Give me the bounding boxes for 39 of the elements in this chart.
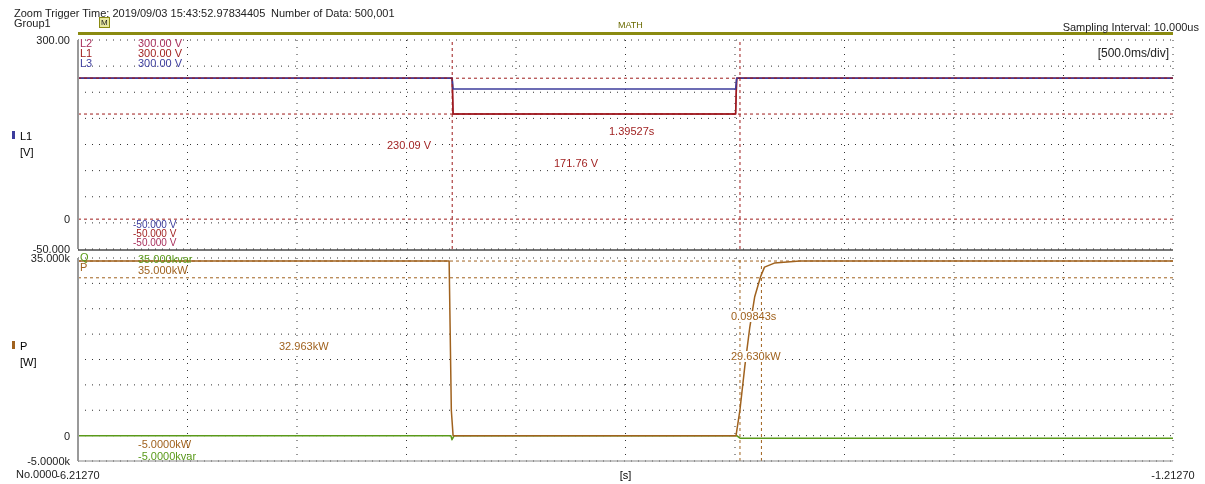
text: No.0000 xyxy=(16,468,58,480)
annotation: 29.630kW xyxy=(730,350,782,362)
annotation: -50.000 V xyxy=(133,219,177,230)
text: Group1 xyxy=(14,17,51,29)
annotation: 300.00 V xyxy=(138,57,183,69)
series-label: L1 xyxy=(80,47,93,59)
y-tick-label: -50.000 xyxy=(32,243,70,255)
annotation: 230.09 V xyxy=(386,139,433,151)
y-axis-title: P [W] xyxy=(20,339,38,370)
text: MATH xyxy=(618,20,643,31)
annotation: 171.76 V xyxy=(553,157,600,169)
annotation: [500.0ms/div] xyxy=(1097,46,1169,60)
annotation: 300.00 V xyxy=(138,37,183,49)
y-tick-label: 0 xyxy=(63,213,70,226)
annotation: 32.963kW xyxy=(278,340,330,352)
annotation: -5.0000kvar xyxy=(138,450,197,462)
text: L2 xyxy=(80,37,93,49)
y-tick-label: 0 xyxy=(63,429,70,442)
y-tick-label: -5.0000k xyxy=(27,455,71,467)
text: Q xyxy=(80,251,89,263)
annotation: 1.39527s xyxy=(608,125,656,137)
text: Sampling Interval: 10.000us xyxy=(1062,21,1199,33)
annotation: 0.09843s xyxy=(730,310,778,322)
y-tick-label: 35.000k xyxy=(30,252,71,264)
text: Number of Data: 500,001 xyxy=(271,7,395,19)
y-tick-label: 300.00 xyxy=(36,34,70,46)
text: Zoom Trigger Time: 2019/09/03 15:43:52.97834405 xyxy=(14,7,266,19)
x-axis-title: [s] xyxy=(619,469,632,481)
annotation: 35.000kW xyxy=(138,264,188,276)
annotation: -50.000 V xyxy=(133,228,177,239)
text: M xyxy=(99,17,110,28)
x-tick-label: -1.21270 xyxy=(1151,469,1195,481)
y-axis-title: L1 [V] xyxy=(20,129,35,160)
annotation: -50.000 V xyxy=(133,237,177,248)
x-tick-label: -6.21270 xyxy=(56,469,100,481)
series-label: P xyxy=(80,261,89,273)
annotation: -5.0000kW xyxy=(138,438,192,450)
annotation: 300.00 V xyxy=(138,47,183,59)
series-label: L3 xyxy=(80,57,93,69)
